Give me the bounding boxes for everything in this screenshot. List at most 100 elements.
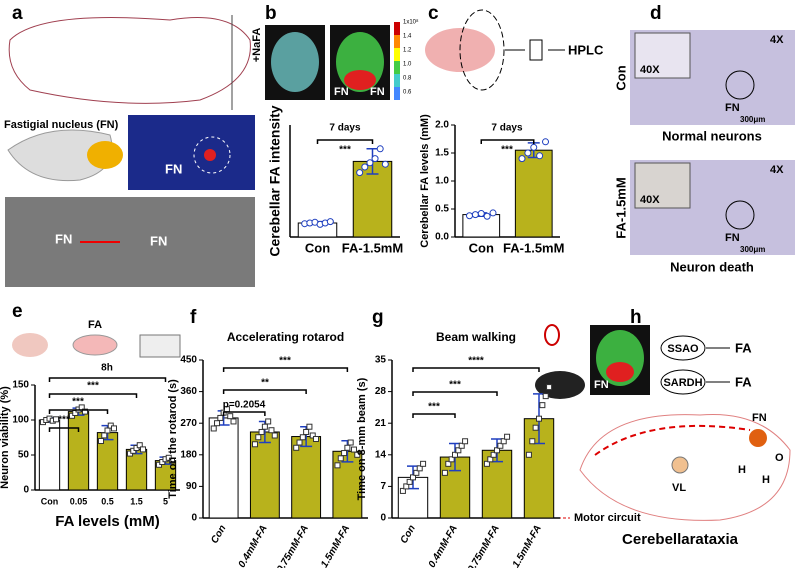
annotation: *** [501,145,513,156]
data-point [251,441,258,448]
data-point [455,447,462,454]
brain-outline [8,17,251,104]
data-point [258,428,265,435]
bar [514,149,553,238]
fn-circle [725,70,755,100]
annotation: 8h [101,363,113,374]
annotation: 300μm [740,245,765,254]
panel-label: f [190,307,197,328]
y-tick-label: 7 [380,481,386,492]
plate-icon [139,334,181,358]
data-point [530,143,538,151]
data-point [529,438,536,445]
caption: Neuron death [670,259,754,274]
data-point [168,457,175,464]
y-tick-label: 2.0 [435,120,449,131]
significance-bracket [412,391,498,396]
y-axis-label: Cerebellar FA intensity [267,105,283,256]
colorbar-step [394,61,400,74]
colorbar-label: 1.0 [403,62,412,68]
scan-brain [271,32,319,92]
x-tick-label: 0.75mM-FA [466,523,502,568]
data-point [483,460,490,467]
x-axis-label: FA levels (mM) [55,513,159,530]
data-point [271,432,278,439]
data-point [210,425,217,432]
significance-bracket [480,139,535,144]
annotation: *** [339,145,351,156]
annotation: ** [261,378,269,389]
data-point [542,393,549,400]
y-tick-label: 360 [180,386,197,397]
annotation: H [762,474,770,486]
annotation: +NaFA [251,28,263,63]
significance-bracket [412,367,540,372]
data-point [299,434,306,441]
data-point [356,169,364,177]
enzyme-oval [660,335,706,361]
data-point [139,446,146,453]
y-axis-label: Time on the rotarod (s) [167,379,179,499]
data-point [399,487,406,494]
significance-bracket [222,367,349,372]
data-point [497,442,504,449]
significance-bracket [48,393,138,398]
colorbar: 1x10⁸ 1.4 1.2 1.0 0.8 0.6 [394,19,419,100]
scan-hotspot [606,362,634,382]
data-point [326,218,334,226]
y-tick-label: 100 [12,415,29,426]
x-tick-label: 1.5mM-FA [511,523,544,568]
data-point [81,408,88,415]
data-point [539,402,546,409]
annotation: *** [279,356,291,367]
annotation: FA [735,374,752,389]
annotation: H [738,464,746,476]
data-point [98,438,105,444]
annotation: *** [428,402,440,413]
annotation: FN [370,86,385,98]
annotation: O [775,452,784,464]
y-tick-label: 270 [180,418,197,429]
colorbar-label: 0.6 [403,90,412,96]
data-point [542,138,550,146]
panel-label: g [372,307,384,328]
data-point [334,462,341,469]
x-tick-label: 5 [163,496,168,506]
data-point [546,384,553,391]
rotarod-icon [544,324,560,346]
annotation: p=0.2054 [223,400,266,411]
data-point [313,436,320,442]
data-point [361,163,369,171]
enzyme-oval [660,369,706,395]
annotation: 300μm [740,115,765,124]
data-point [413,469,420,476]
x-tick-label: Con [305,240,330,255]
data-point [420,460,427,467]
x-tick-label: FA-1.5mM [503,240,564,255]
data-point [462,438,469,445]
caption: Normal neurons [662,128,762,143]
data-point [309,432,316,439]
colorbar-label: 1.4 [403,34,412,40]
y-tick-label: 1.0 [435,176,449,187]
x-tick-label: Con [41,496,59,506]
tissue-icon [12,333,48,357]
annotation: FN [55,231,72,246]
data-point [489,209,497,217]
significance-bracket [48,427,80,432]
data-point [337,455,344,462]
annotation: SSAO [667,343,699,355]
annotation: FA [88,319,102,331]
fn-circle [193,136,231,174]
y-tick-label: 90 [186,481,198,492]
annotation: *** [87,381,99,392]
annotation: 40X [640,194,660,206]
data-point [347,439,354,446]
colorbar-step [394,87,400,100]
data-point [230,418,237,425]
x-tick-label: 0.05 [70,496,88,506]
x-tick-label: 0.4mM-FA [237,523,270,568]
y-tick-label: 150 [12,380,29,391]
significance-bracket [48,377,167,382]
x-tick-label: Con [469,240,494,255]
